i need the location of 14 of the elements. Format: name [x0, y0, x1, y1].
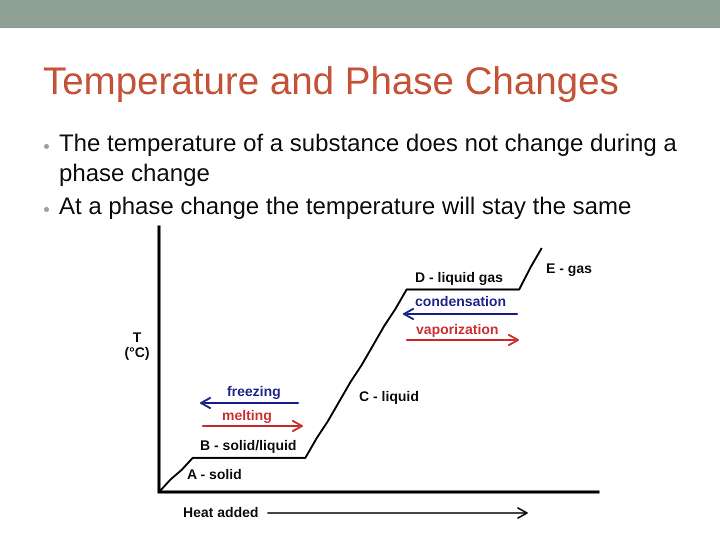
x-axis-title: Heat added: [183, 504, 258, 520]
annotation: condensation: [415, 292, 506, 309]
annotation: melting: [222, 406, 272, 423]
chart-title: Temperature and Phase Changes: [43, 60, 619, 104]
y-axis-title: T (°C): [124, 328, 150, 360]
annotation: B - solid/liquid: [200, 436, 296, 453]
annotation: vaporization: [416, 320, 498, 337]
annotation: E - gas: [546, 260, 592, 276]
annotation: D - liquid gas: [415, 268, 504, 285]
annotation: A - solid: [187, 466, 242, 482]
annotation: freezing: [227, 382, 281, 399]
text: The temperature of a substance does not change during a phase change: [59, 129, 678, 189]
text: At a phase change the temperature will stay the same: [59, 192, 632, 222]
annotation: C - liquid: [359, 388, 419, 404]
